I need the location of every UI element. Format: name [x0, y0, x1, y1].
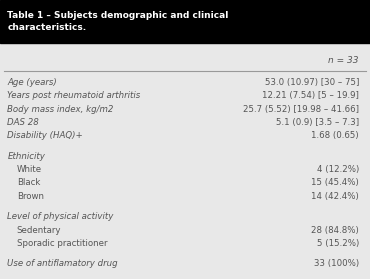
Text: 14 (42.4%): 14 (42.4%)	[311, 192, 359, 201]
Text: 5.1 (0.9) [3.5 – 7.3]: 5.1 (0.9) [3.5 – 7.3]	[276, 118, 359, 127]
Text: Sporadic practitioner: Sporadic practitioner	[17, 239, 107, 248]
Text: 53.0 (10.97) [30 – 75]: 53.0 (10.97) [30 – 75]	[265, 78, 359, 87]
Text: Age (years): Age (years)	[7, 78, 57, 87]
Text: 12.21 (7.54) [5 – 19.9]: 12.21 (7.54) [5 – 19.9]	[262, 91, 359, 100]
Text: Years post rheumatoid arthritis: Years post rheumatoid arthritis	[7, 91, 141, 100]
Text: Use of antiflamatory drug: Use of antiflamatory drug	[7, 259, 118, 268]
Text: 15 (45.4%): 15 (45.4%)	[311, 178, 359, 187]
Text: Body mass index, kg/m2: Body mass index, kg/m2	[7, 105, 114, 114]
Text: Brown: Brown	[17, 192, 44, 201]
Text: 33 (100%): 33 (100%)	[314, 259, 359, 268]
Text: Table 1 – Subjects demographic and clinical
characteristics.: Table 1 – Subjects demographic and clini…	[7, 11, 229, 32]
Bar	[0, 0, 370, 43]
Text: Black: Black	[17, 178, 40, 187]
Text: 5 (15.2%): 5 (15.2%)	[317, 239, 359, 248]
Text: 1.68 (0.65): 1.68 (0.65)	[311, 131, 359, 140]
Text: 4 (12.2%): 4 (12.2%)	[317, 165, 359, 174]
Text: White: White	[17, 165, 42, 174]
Text: Disability (HAQ)+: Disability (HAQ)+	[7, 131, 83, 140]
Text: n = 33: n = 33	[329, 56, 359, 65]
Text: 28 (84.8%): 28 (84.8%)	[311, 225, 359, 235]
Text: Ethnicity: Ethnicity	[7, 152, 45, 161]
Text: Level of physical activity: Level of physical activity	[7, 212, 114, 221]
Text: Sedentary: Sedentary	[17, 225, 61, 235]
Text: DAS 28: DAS 28	[7, 118, 39, 127]
Text: 25.7 (5.52) [19.98 – 41.66]: 25.7 (5.52) [19.98 – 41.66]	[243, 105, 359, 114]
